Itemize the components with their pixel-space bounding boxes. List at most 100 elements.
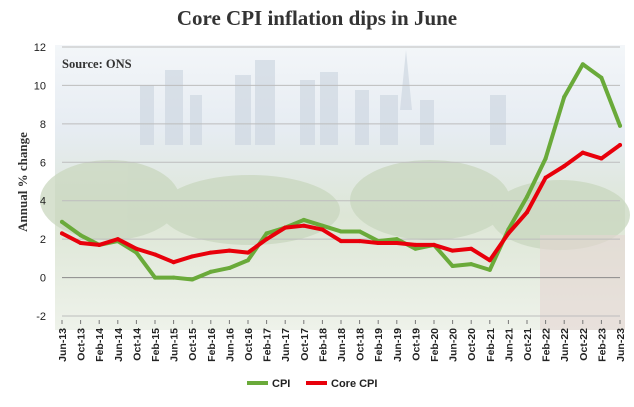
data-point-core-cpi (487, 258, 492, 263)
data-point-core-cpi (60, 231, 64, 236)
data-point-core-cpi (115, 237, 120, 242)
x-tick-label: Jun-20 (448, 328, 460, 362)
y-tick-label: 0 (40, 273, 46, 285)
y-tick-label: 12 (34, 42, 46, 54)
x-tick-label: Jun-13 (57, 328, 69, 362)
data-point-cpi (339, 229, 343, 234)
data-point-cpi (580, 62, 585, 67)
y-tick-label: -2 (36, 311, 46, 323)
data-point-cpi (208, 269, 213, 274)
data-point-cpi (171, 275, 176, 280)
legend: CPI Core CPI (247, 378, 377, 390)
x-tick-label: Jun-21 (503, 328, 515, 362)
data-point-core-cpi (301, 223, 306, 228)
x-tick-label: Jun-18 (336, 328, 348, 362)
data-point-cpi (134, 250, 139, 255)
data-point-cpi (487, 267, 492, 272)
x-tick-label: Oct-14 (131, 328, 143, 361)
data-point-cpi (153, 275, 157, 280)
x-tick-label: Feb-18 (317, 328, 329, 362)
data-point-core-cpi (580, 150, 585, 155)
x-tick-label: Feb-20 (429, 328, 441, 362)
chart-title: Core CPI inflation dips in June (176, 6, 458, 30)
data-point-core-cpi (543, 175, 548, 180)
data-point-core-cpi (394, 240, 399, 245)
x-tick-label: Jun-23 (615, 328, 627, 362)
y-axis-ticks: -2 0 2 4 6 8 10 12 (34, 42, 46, 323)
data-point-core-cpi (525, 210, 529, 215)
x-tick-label: Feb-23 (596, 328, 608, 362)
data-point-cpi (190, 277, 195, 282)
x-tick-label: Jun-16 (224, 328, 236, 362)
x-tick-label: Feb-21 (485, 328, 497, 362)
data-point-core-cpi (171, 260, 176, 265)
data-point-cpi (413, 246, 418, 251)
x-tick-label: Oct-18 (355, 328, 367, 361)
x-tick-label: Jun-22 (559, 328, 571, 362)
x-tick-label: Oct-21 (522, 328, 534, 361)
data-point-core-cpi (190, 254, 195, 259)
data-point-cpi (525, 194, 529, 199)
data-point-cpi (78, 233, 83, 238)
data-point-cpi (618, 123, 622, 128)
x-tick-label: Jun-14 (113, 328, 125, 362)
data-point-cpi (450, 264, 455, 269)
data-point-cpi (357, 229, 362, 234)
data-point-core-cpi (357, 239, 362, 244)
y-tick-label: 10 (34, 80, 46, 92)
data-point-core-cpi (78, 240, 83, 245)
source-label: Source: ONS (62, 57, 132, 71)
data-point-cpi (60, 219, 64, 224)
x-tick-label: Feb-19 (373, 328, 385, 362)
data-point-core-cpi (432, 242, 436, 247)
data-point-cpi (562, 94, 567, 99)
y-axis-label: Annual % change (15, 132, 30, 232)
data-point-core-cpi (97, 242, 102, 247)
x-tick-label: Jun-19 (392, 328, 404, 362)
x-tick-label: Oct-20 (466, 328, 478, 361)
data-point-core-cpi (376, 240, 381, 245)
y-tick-label: 6 (40, 157, 46, 169)
data-point-core-cpi (562, 164, 567, 169)
x-tick-label: Feb-16 (206, 328, 218, 362)
data-point-core-cpi (153, 252, 157, 257)
data-point-core-cpi (618, 142, 622, 147)
data-point-cpi (599, 75, 604, 80)
x-tick-label: Feb-14 (94, 328, 106, 362)
x-tick-label: Oct-13 (76, 328, 88, 361)
data-point-core-cpi (227, 248, 232, 253)
data-point-core-cpi (264, 237, 269, 242)
data-point-cpi (469, 262, 474, 267)
data-point-core-cpi (599, 156, 604, 161)
data-point-cpi (394, 237, 399, 242)
x-tick-label: Oct-19 (410, 328, 422, 361)
data-point-cpi (543, 156, 548, 161)
data-point-cpi (227, 265, 232, 270)
data-point-core-cpi (339, 239, 343, 244)
x-axis-ticks: Jun-13 Oct-13 Feb-14 Jun-14 Oct-14 Feb-15 Jun-… (57, 320, 627, 362)
x-tick-label: Oct-15 (187, 328, 199, 361)
y-tick-label: 8 (40, 119, 46, 131)
x-tick-label: Jun-15 (169, 328, 181, 362)
data-point-core-cpi (208, 250, 213, 255)
data-point-cpi (301, 217, 306, 222)
data-point-core-cpi (450, 248, 455, 253)
data-point-core-cpi (246, 250, 250, 255)
x-tick-label: Oct-22 (578, 328, 590, 361)
y-tick-label: 2 (40, 234, 46, 246)
x-tick-label: Feb-17 (262, 328, 274, 362)
data-point-cpi (320, 223, 325, 228)
y-tick-label: 4 (40, 196, 46, 208)
legend-label-core-cpi: Core CPI (331, 378, 377, 390)
data-point-cpi (246, 258, 250, 263)
legend-label-cpi: CPI (272, 378, 290, 390)
data-point-core-cpi (134, 246, 139, 251)
x-tick-label: Feb-22 (541, 328, 553, 362)
data-point-core-cpi (413, 242, 418, 247)
data-point-core-cpi (469, 246, 474, 251)
series-layer (60, 62, 622, 282)
x-tick-label: Oct-16 (243, 328, 255, 361)
x-tick-label: Feb-15 (150, 328, 162, 362)
data-point-core-cpi (320, 227, 325, 232)
